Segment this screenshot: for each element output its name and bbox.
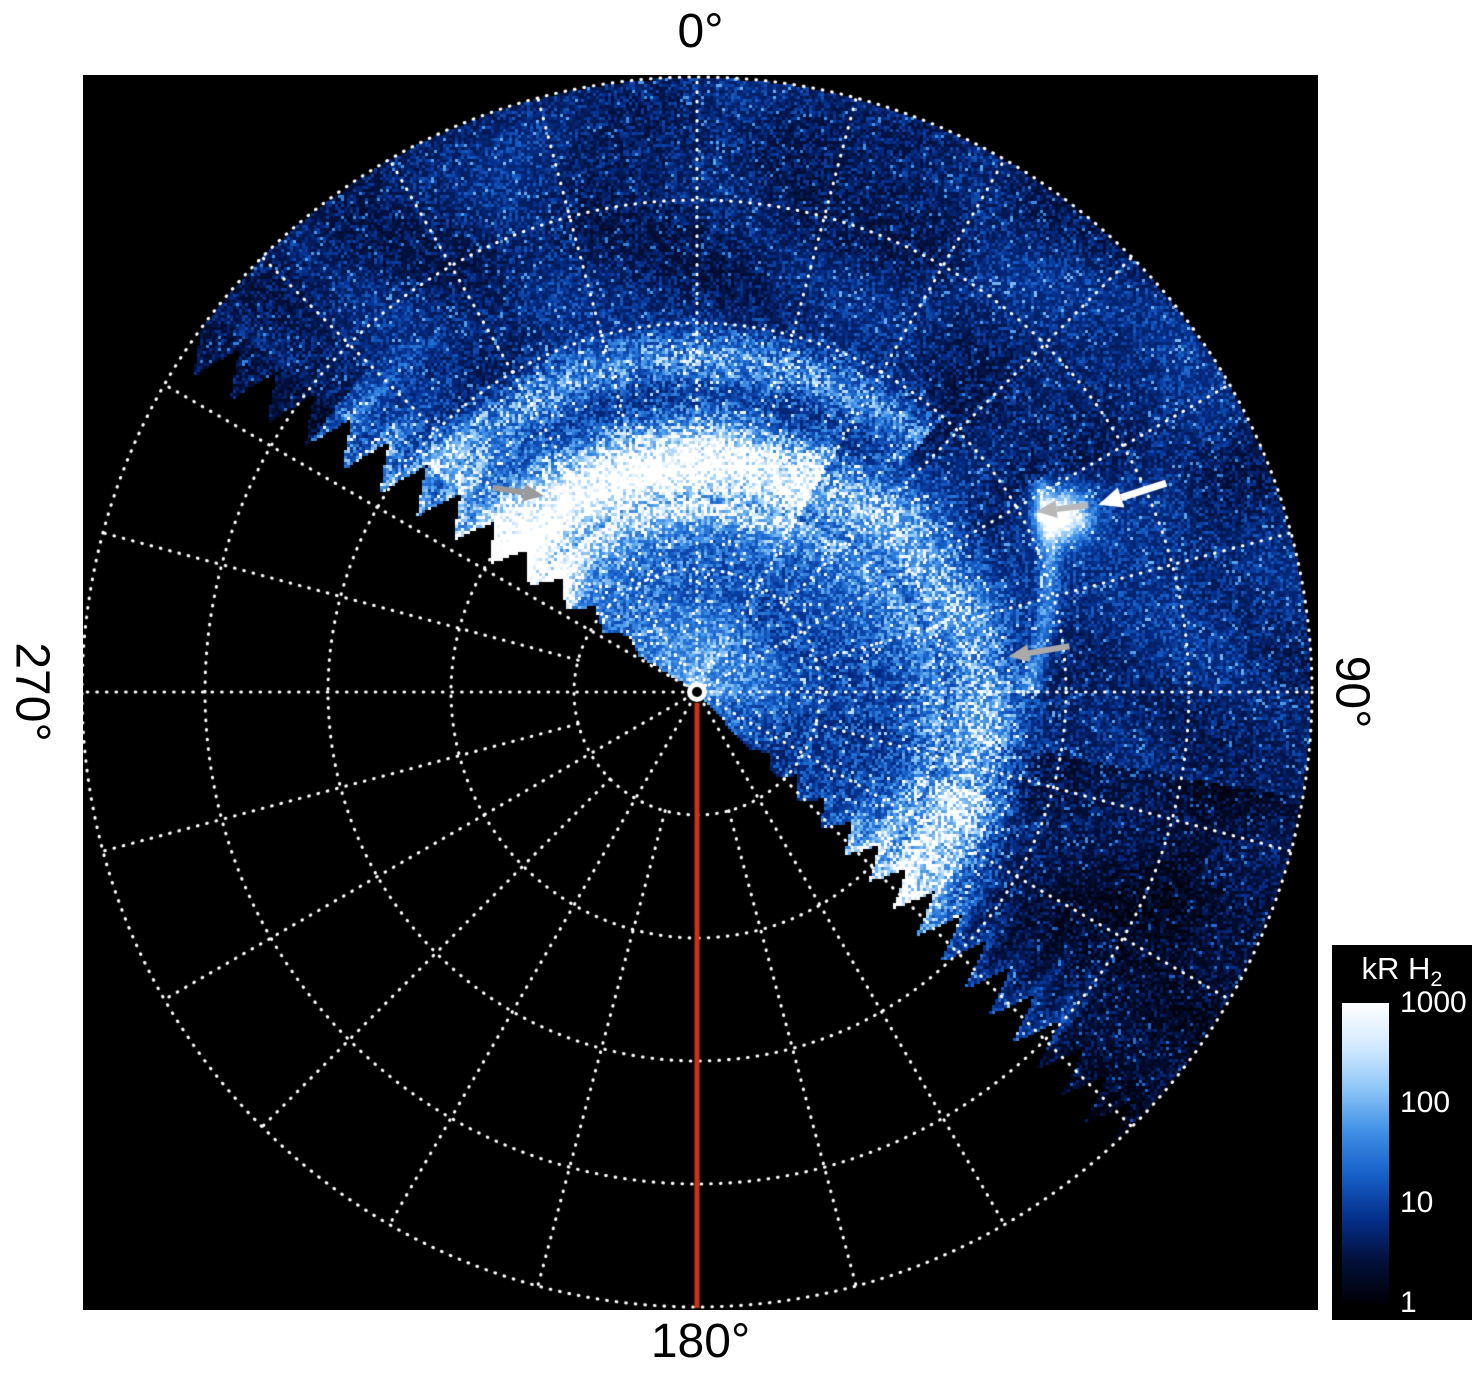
colorbar-tick-10: 10: [1400, 1186, 1433, 1220]
colorbar-panel: kR H2 1000 100 10 1: [1332, 945, 1472, 1320]
angle-label-0: 0°: [83, 4, 1318, 59]
colorbar-title-text: kR H: [1362, 951, 1431, 986]
polar-aurora-map-canvas: [83, 75, 1318, 1310]
colorbar-gradient: [1342, 1003, 1389, 1303]
angle-label-180: 180°: [83, 1314, 1318, 1369]
colorbar-tick-1000: 1000: [1400, 986, 1467, 1020]
colorbar-tick-100: 100: [1400, 1086, 1450, 1120]
colorbar-tick-1: 1: [1400, 1286, 1417, 1320]
angle-label-90: 90°: [1325, 656, 1380, 729]
aurora-polar-figure: 0° 180° 270° 90° kR H2 1000 100 10 1: [0, 0, 1481, 1384]
angle-label-270: 270°: [5, 642, 60, 741]
